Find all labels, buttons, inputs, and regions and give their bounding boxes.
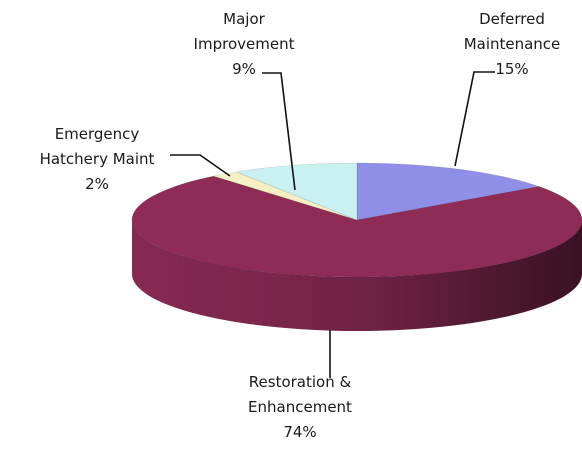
slice-label: Restoration & Enhancement 74% <box>230 370 370 445</box>
value-label: 15% <box>495 60 529 78</box>
slice <box>356 162 541 221</box>
slice-label: Major Improvement 9% <box>184 7 304 82</box>
slice-label: Emergency Hatchery Maint 2% <box>27 122 167 197</box>
leader-line <box>170 154 231 177</box>
category-label: Restoration & Enhancement <box>248 373 352 416</box>
side-shading <box>132 220 582 331</box>
leader-line <box>262 72 296 191</box>
value-label: 9% <box>232 60 256 78</box>
slice <box>235 162 358 221</box>
value-label: 2% <box>85 175 109 193</box>
pie-tops <box>131 162 582 278</box>
category-label: Major Improvement <box>193 10 295 53</box>
leader-line <box>454 71 495 167</box>
category-label: Deferred Maintenance <box>463 10 561 53</box>
pie-sides <box>132 220 582 331</box>
category-label: Emergency Hatchery Maint <box>39 125 155 168</box>
slice-label: Deferred Maintenance 15% <box>452 7 572 82</box>
slice <box>213 171 358 221</box>
slice <box>131 175 582 278</box>
value-label: 74% <box>283 423 317 441</box>
